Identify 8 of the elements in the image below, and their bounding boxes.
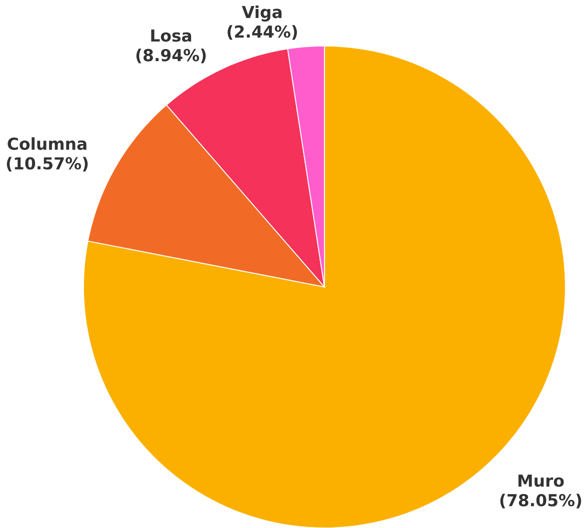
data-label: (10.57%)	[6, 156, 88, 172]
slice-label: Viga	[242, 5, 282, 22]
data-label: (78.05%)	[500, 493, 582, 508]
data-label: (2.44%)	[228, 24, 297, 40]
slice-label: Columna	[8, 137, 86, 150]
slice-label: Losa	[151, 29, 192, 42]
slice-label: Muro	[518, 474, 564, 487]
data-label: (8.94%)	[136, 48, 206, 64]
